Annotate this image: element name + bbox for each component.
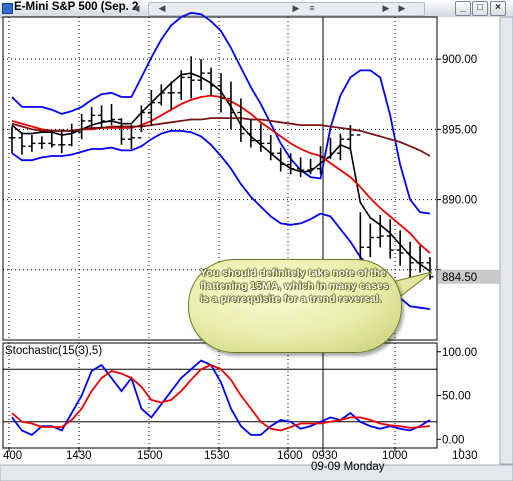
stoch-tick-label: 50.00 (442, 391, 471, 403)
stoch-series-line-0 (11, 359, 431, 436)
x-tick-label: 400 (3, 450, 22, 462)
chart-window-icon (2, 3, 13, 14)
x-tick-label: 1500 (137, 450, 163, 462)
scroll-left-icon[interactable]: ◀ (158, 3, 166, 13)
x-tick-label: 1430 (66, 450, 92, 462)
current-price-box (438, 269, 500, 284)
scroll-first-icon[interactable]: ◀ (132, 3, 140, 13)
current-price-label: 884.50 (442, 272, 477, 284)
price-axis-area (438, 17, 500, 448)
window-title: E-Mini S&P 500 (Sep. 2 (14, 1, 139, 13)
maximize-button[interactable]: □ (472, 1, 488, 16)
callout-text: You should definitely take note of the f… (200, 267, 389, 305)
scroll-last-icon[interactable]: ▶ (398, 3, 406, 13)
stoch-tick-label: 0.00 (442, 434, 464, 446)
right-scrollbar (499, 16, 513, 465)
title-bar: E-Mini S&P 500 (Sep. 2 ◀ ◀ ▶ ≡ ▶ ▶ _ □ × (0, 0, 513, 18)
x-tick-label: 0930 (312, 450, 338, 462)
stoch-series-line-1 (11, 363, 431, 432)
close-button[interactable]: × (490, 1, 506, 16)
price-tick-label: 900.00 (442, 54, 477, 66)
time-scroll-track[interactable] (148, 2, 425, 16)
bottom-scrollbar (0, 464, 513, 481)
price-tick-label: 895.00 (442, 124, 477, 136)
x-tick-label: 1600 (277, 450, 303, 462)
price-tick-label: 890.00 (442, 195, 477, 207)
scroll-right-icon[interactable]: ▶ (292, 3, 300, 13)
x-tick-label: 1000 (382, 450, 408, 462)
scroll-handle-icon[interactable]: ≡ (309, 3, 315, 13)
stoch-title: Stochastic(15(3),5) (5, 345, 102, 357)
x-tick-label: 1030 (452, 450, 478, 462)
minimize-button[interactable]: _ (455, 1, 471, 16)
price-series-line-0 (11, 11, 431, 215)
stoch-tick-label: 100.00 (442, 347, 477, 359)
x-date-label: 09-09 Monday (311, 461, 385, 473)
x-tick-label: 1530 (204, 450, 230, 462)
scroll-next-icon[interactable]: ▶ (382, 3, 390, 13)
stoch-panel-frame (2, 342, 438, 449)
annotation-callout (188, 259, 402, 353)
